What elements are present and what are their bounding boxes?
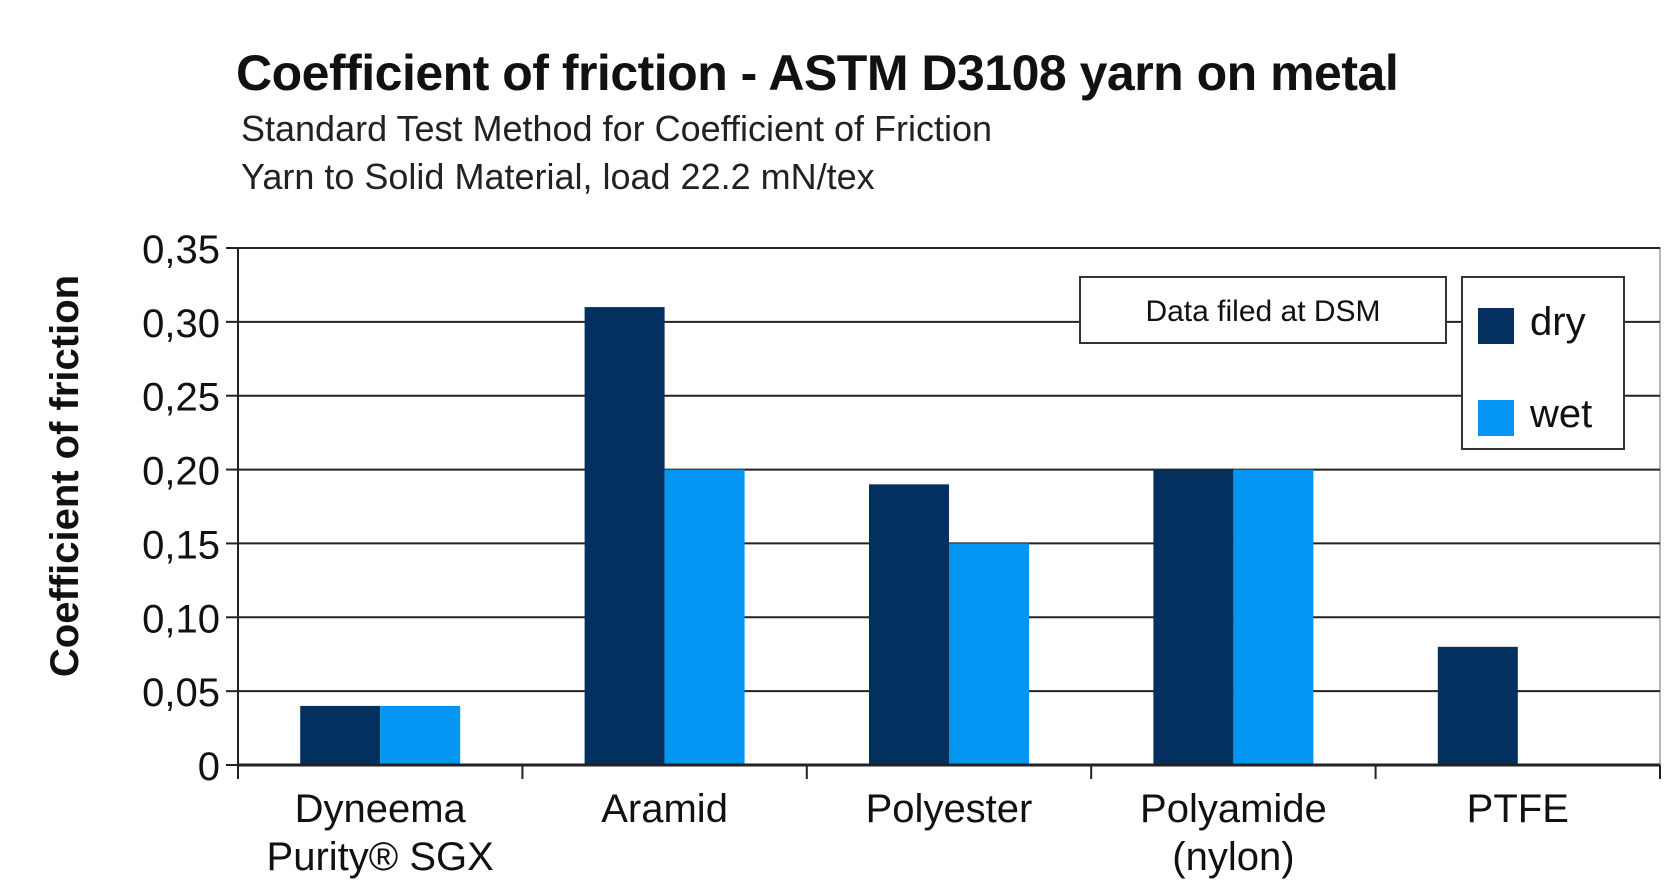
y-tick-label: 0 bbox=[198, 745, 220, 789]
bar-dry bbox=[584, 307, 665, 765]
bar-dry bbox=[1153, 469, 1234, 765]
chart-title: Coefficient of friction - ASTM D3108 yar… bbox=[236, 45, 1399, 101]
chart-subtitle-line-1: Standard Test Method for Coefficient of … bbox=[241, 108, 993, 149]
x-tick-label: Purity® SGX bbox=[267, 835, 494, 879]
legend-swatch-dry bbox=[1478, 308, 1514, 344]
x-tick-label: PTFE bbox=[1467, 787, 1569, 831]
legend-label-wet: wet bbox=[1529, 392, 1592, 436]
y-tick-label: 0,20 bbox=[142, 450, 220, 494]
bar-dry bbox=[1437, 646, 1518, 765]
y-tick-label: 0,30 bbox=[142, 302, 220, 346]
bar-dry bbox=[869, 484, 949, 765]
bar-wet bbox=[380, 705, 461, 765]
y-tick-label: 0,25 bbox=[142, 376, 220, 420]
annotation-text: Data filed at DSM bbox=[1145, 295, 1380, 328]
x-tick-label: (nylon) bbox=[1172, 835, 1294, 879]
x-tick-label: Dyneema bbox=[295, 787, 467, 831]
x-tick-label: Polyamide bbox=[1140, 787, 1327, 831]
chart-subtitle-line-2: Yarn to Solid Material, load 22.2 mN/tex bbox=[241, 156, 875, 197]
y-axis-label: Coefficient of friction bbox=[43, 275, 87, 677]
bar-wet bbox=[949, 543, 1029, 765]
bar-wet bbox=[664, 469, 745, 765]
legend-swatch-wet bbox=[1478, 400, 1514, 436]
x-tick-label: Aramid bbox=[601, 787, 728, 831]
bar-dry bbox=[300, 705, 381, 765]
y-tick-labels: 0 0,05 0,10 0,15 0,20 0,25 0,30 0,35 bbox=[142, 228, 220, 789]
bar-wet bbox=[1233, 469, 1314, 765]
x-tick-label: Polyester bbox=[866, 787, 1033, 831]
y-tick-label: 0,10 bbox=[142, 597, 220, 641]
y-tick-label: 0,15 bbox=[142, 523, 220, 567]
axes bbox=[226, 247, 1661, 779]
annotation-box: Data filed at DSM bbox=[1079, 276, 1447, 344]
legend-label-dry: dry bbox=[1530, 300, 1586, 344]
bars bbox=[300, 307, 1518, 765]
legend: dry wet bbox=[1461, 276, 1625, 450]
y-tick-label: 0,35 bbox=[142, 228, 220, 272]
y-tick-label: 0,05 bbox=[142, 671, 220, 715]
